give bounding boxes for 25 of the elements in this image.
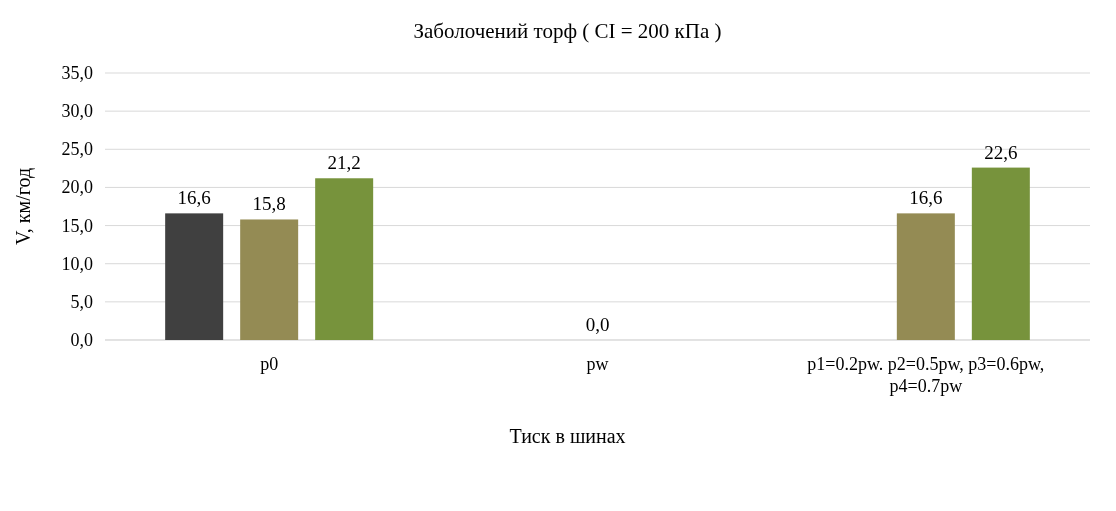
y-axis-title: V, км/год (12, 167, 35, 246)
bar (240, 219, 299, 340)
bar (165, 213, 224, 340)
x-tick-label: p1=0.2pw. p2=0.5pw, p3=0.6pw, p4=0.7pw (807, 354, 1045, 396)
x-axis-title: Тиск в шинах (509, 425, 626, 447)
data-label: 0,0 (585, 314, 610, 335)
y-tick-label: 15,0 (61, 215, 93, 236)
chart-title: Заболочений торф ( CI = 200 кПа ) (413, 19, 722, 43)
y-tick-label: 30,0 (61, 101, 93, 122)
y-tick-label: 10,0 (61, 253, 93, 274)
y-tick-label: 5,0 (70, 291, 93, 312)
data-label: 22,6 (984, 141, 1018, 163)
x-tick-label: pw (586, 354, 609, 374)
bar (971, 167, 1030, 340)
y-tick-label: 0,0 (70, 330, 93, 350)
data-label: 16,6 (909, 187, 943, 209)
data-label: 16,6 (177, 187, 211, 209)
y-tick-label: 25,0 (61, 139, 93, 160)
x-tick-label: p0 (260, 354, 279, 374)
data-label: 15,8 (252, 193, 286, 215)
data-label: 21,2 (327, 152, 361, 174)
y-tick-label: 20,0 (61, 177, 93, 198)
bar (315, 178, 374, 340)
y-tick-label: 35,0 (61, 63, 93, 83)
bar (896, 213, 955, 340)
